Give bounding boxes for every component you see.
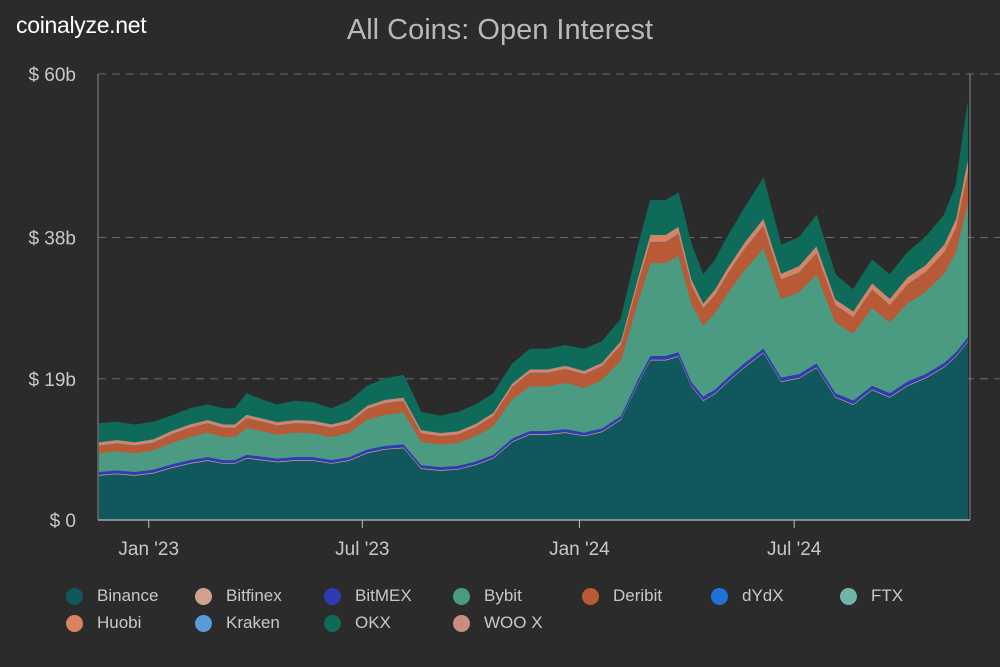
legend-label: Binance	[97, 586, 159, 605]
x-tick-labels: Jan '23 Jul '23 Jan '24 Jul '24	[118, 520, 822, 560]
legend-item-bybit[interactable]: Bybit	[453, 584, 522, 608]
legend-item-dydx[interactable]: dYdX	[711, 584, 784, 608]
legend-item-deribit[interactable]: Deribit	[582, 584, 662, 608]
legend-swatch	[582, 587, 599, 605]
y-tick-label: $ 60b	[28, 65, 76, 86]
legend-swatch	[324, 587, 341, 605]
legend-item-kraken[interactable]: Kraken	[195, 611, 280, 635]
y-tick-label: $ 38b	[28, 229, 76, 250]
legend-swatch	[324, 614, 341, 632]
legend-swatch	[840, 587, 857, 605]
chart-title: All Coins: Open Interest	[346, 14, 654, 46]
legend-item-woo-x[interactable]: WOO X	[453, 611, 543, 635]
y-tick-label: $ 0	[50, 511, 76, 532]
legend-label: Bybit	[484, 586, 522, 605]
y-tick-labels: $ 0 $ 19b $ 38b $ 60b	[28, 65, 76, 532]
legend-swatch	[453, 587, 470, 605]
x-tick-label: Jan '23	[118, 539, 179, 560]
area-okx[interactable]	[98, 103, 968, 443]
legend-swatch	[453, 614, 470, 632]
legend-label: dYdX	[742, 586, 784, 605]
legend-swatch	[66, 614, 83, 632]
axes	[97, 74, 971, 521]
legend-label: Kraken	[226, 613, 280, 632]
legend-swatch	[195, 587, 212, 605]
legend-swatch	[711, 587, 728, 605]
legend-item-okx[interactable]: OKX	[324, 611, 391, 635]
legend-label: BitMEX	[355, 586, 412, 605]
legend-label: Huobi	[97, 613, 142, 632]
legend-item-huobi[interactable]: Huobi	[66, 611, 141, 635]
y-tick-label: $ 19b	[28, 370, 76, 391]
legend-label: Bitfinex	[226, 586, 282, 605]
x-tick-label: Jan '24	[549, 539, 610, 560]
legend-item-bitfinex[interactable]: Bitfinex	[195, 584, 282, 608]
brand-logo-text[interactable]: coinalyze.net	[16, 12, 147, 38]
legend-label: WOO X	[484, 613, 543, 632]
legend-label: Deribit	[613, 586, 663, 605]
legend-swatch	[195, 614, 212, 632]
legend-item-ftx[interactable]: FTX	[840, 584, 903, 608]
legend-item-binance[interactable]: Binance	[66, 584, 158, 608]
x-tick-label: Jul '24	[767, 539, 822, 560]
legend-swatch	[66, 587, 83, 605]
legend-label: OKX	[355, 613, 391, 632]
x-tick-label: Jul '23	[335, 539, 389, 560]
stacked-areas	[98, 103, 968, 521]
legend-label: FTX	[871, 586, 904, 605]
legend-item-bitmex[interactable]: BitMEX	[324, 584, 412, 608]
